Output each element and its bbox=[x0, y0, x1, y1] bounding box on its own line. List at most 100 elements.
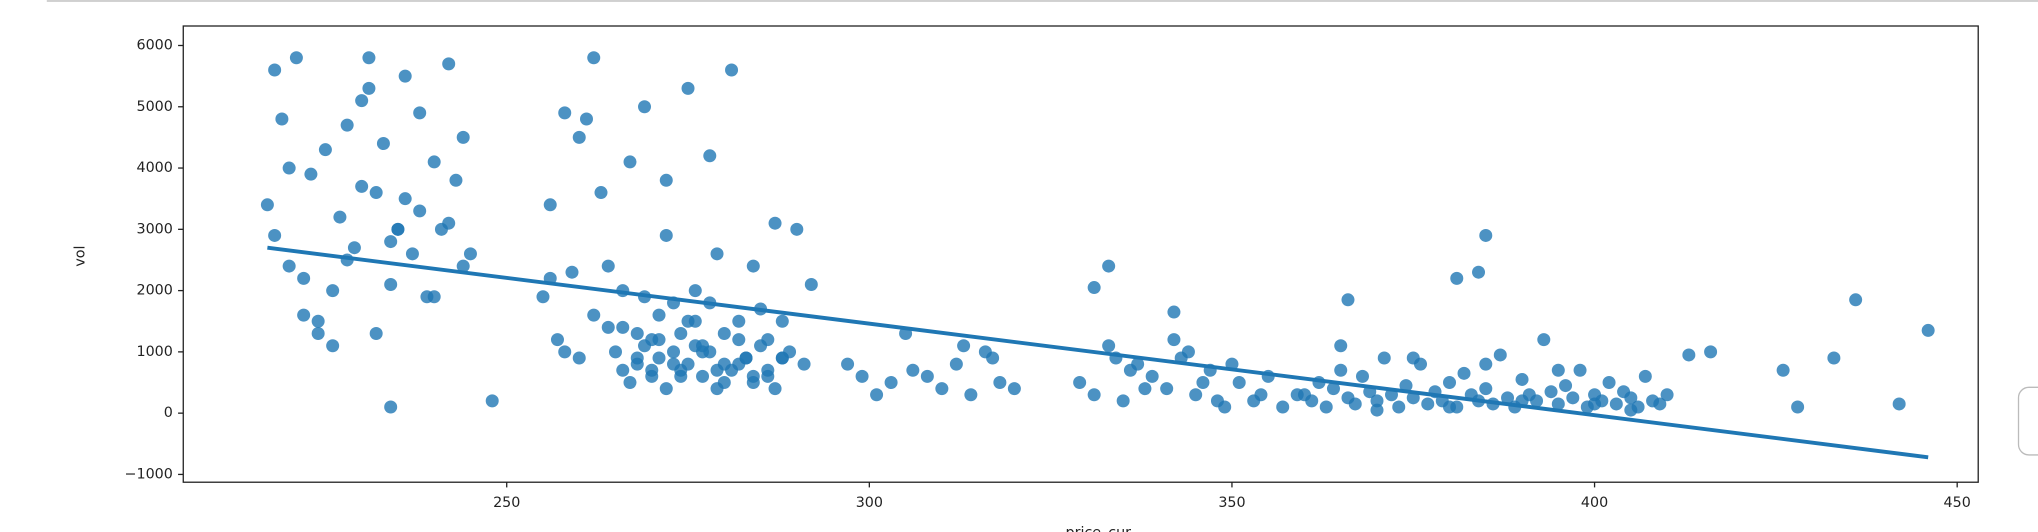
point bbox=[427, 290, 441, 304]
point bbox=[1653, 397, 1667, 411]
point bbox=[638, 100, 652, 114]
point bbox=[681, 81, 695, 95]
point bbox=[1160, 382, 1174, 396]
point bbox=[587, 308, 601, 322]
point bbox=[1443, 376, 1457, 390]
point bbox=[746, 259, 760, 273]
point bbox=[384, 400, 398, 414]
point bbox=[1210, 394, 1224, 408]
side-widget[interactable] bbox=[2017, 386, 2038, 456]
point bbox=[1276, 400, 1290, 414]
point bbox=[282, 259, 296, 273]
point bbox=[1791, 400, 1805, 414]
point bbox=[841, 357, 855, 371]
point bbox=[1102, 339, 1116, 353]
point bbox=[456, 130, 470, 144]
point bbox=[1573, 363, 1587, 377]
point bbox=[1305, 394, 1319, 408]
point bbox=[543, 198, 557, 212]
point bbox=[674, 369, 688, 383]
point bbox=[398, 192, 412, 206]
point bbox=[572, 130, 586, 144]
point bbox=[696, 369, 710, 383]
point bbox=[1501, 391, 1515, 405]
point bbox=[355, 94, 369, 108]
point bbox=[1827, 351, 1841, 365]
point bbox=[297, 271, 311, 285]
point bbox=[804, 277, 818, 291]
point bbox=[1167, 305, 1181, 319]
point bbox=[659, 382, 673, 396]
point bbox=[536, 290, 550, 304]
point bbox=[1007, 382, 1021, 396]
point bbox=[674, 326, 688, 340]
point bbox=[1530, 394, 1544, 408]
x-tick-label: 300 bbox=[856, 495, 883, 511]
y-tick-label: 2000 bbox=[137, 283, 173, 299]
point bbox=[1341, 293, 1355, 307]
point bbox=[1116, 394, 1130, 408]
x-tick-label: 450 bbox=[1944, 495, 1971, 511]
y-tick-label: 3000 bbox=[137, 221, 173, 237]
point bbox=[616, 320, 630, 334]
y-tick-label: −1000 bbox=[125, 466, 173, 482]
point bbox=[1348, 397, 1362, 411]
point bbox=[732, 333, 746, 347]
point bbox=[275, 112, 289, 126]
point bbox=[1776, 363, 1790, 377]
point bbox=[427, 155, 441, 169]
point bbox=[318, 143, 332, 157]
point bbox=[369, 186, 383, 200]
point bbox=[652, 308, 666, 322]
point bbox=[1515, 372, 1529, 386]
point bbox=[297, 308, 311, 322]
y-tick-label: 1000 bbox=[137, 344, 173, 360]
regression-line bbox=[267, 245, 1929, 460]
point bbox=[1921, 323, 1935, 337]
point bbox=[550, 333, 564, 347]
point bbox=[790, 222, 804, 236]
point bbox=[413, 204, 427, 218]
point bbox=[761, 369, 775, 383]
point bbox=[630, 351, 644, 365]
point bbox=[326, 284, 340, 298]
point bbox=[710, 363, 724, 377]
point bbox=[311, 314, 325, 328]
point bbox=[964, 388, 978, 402]
point bbox=[1377, 351, 1391, 365]
point bbox=[1624, 391, 1638, 405]
point bbox=[1399, 379, 1413, 393]
point bbox=[1849, 293, 1863, 307]
point bbox=[986, 351, 1000, 365]
y-tick-label: 0 bbox=[164, 405, 173, 421]
point bbox=[667, 357, 681, 371]
point bbox=[768, 382, 782, 396]
point bbox=[775, 351, 789, 365]
point bbox=[1123, 363, 1137, 377]
point bbox=[1073, 376, 1087, 390]
point bbox=[289, 51, 303, 65]
point bbox=[1537, 333, 1551, 347]
point bbox=[268, 63, 282, 77]
point bbox=[1167, 333, 1181, 347]
point bbox=[870, 388, 884, 402]
point bbox=[1551, 397, 1565, 411]
point bbox=[1421, 397, 1435, 411]
point bbox=[638, 339, 652, 353]
point bbox=[906, 363, 920, 377]
point bbox=[949, 357, 963, 371]
point bbox=[304, 167, 318, 181]
point bbox=[754, 339, 768, 353]
point bbox=[1638, 369, 1652, 383]
point bbox=[1472, 265, 1486, 279]
point bbox=[282, 161, 296, 175]
point bbox=[1704, 345, 1718, 359]
x-tick-label: 400 bbox=[1581, 495, 1608, 511]
point bbox=[391, 222, 405, 236]
point bbox=[587, 51, 601, 65]
point bbox=[717, 326, 731, 340]
point bbox=[413, 106, 427, 120]
y-axis-label: vol bbox=[73, 245, 89, 266]
point bbox=[1566, 391, 1580, 405]
point bbox=[768, 216, 782, 230]
